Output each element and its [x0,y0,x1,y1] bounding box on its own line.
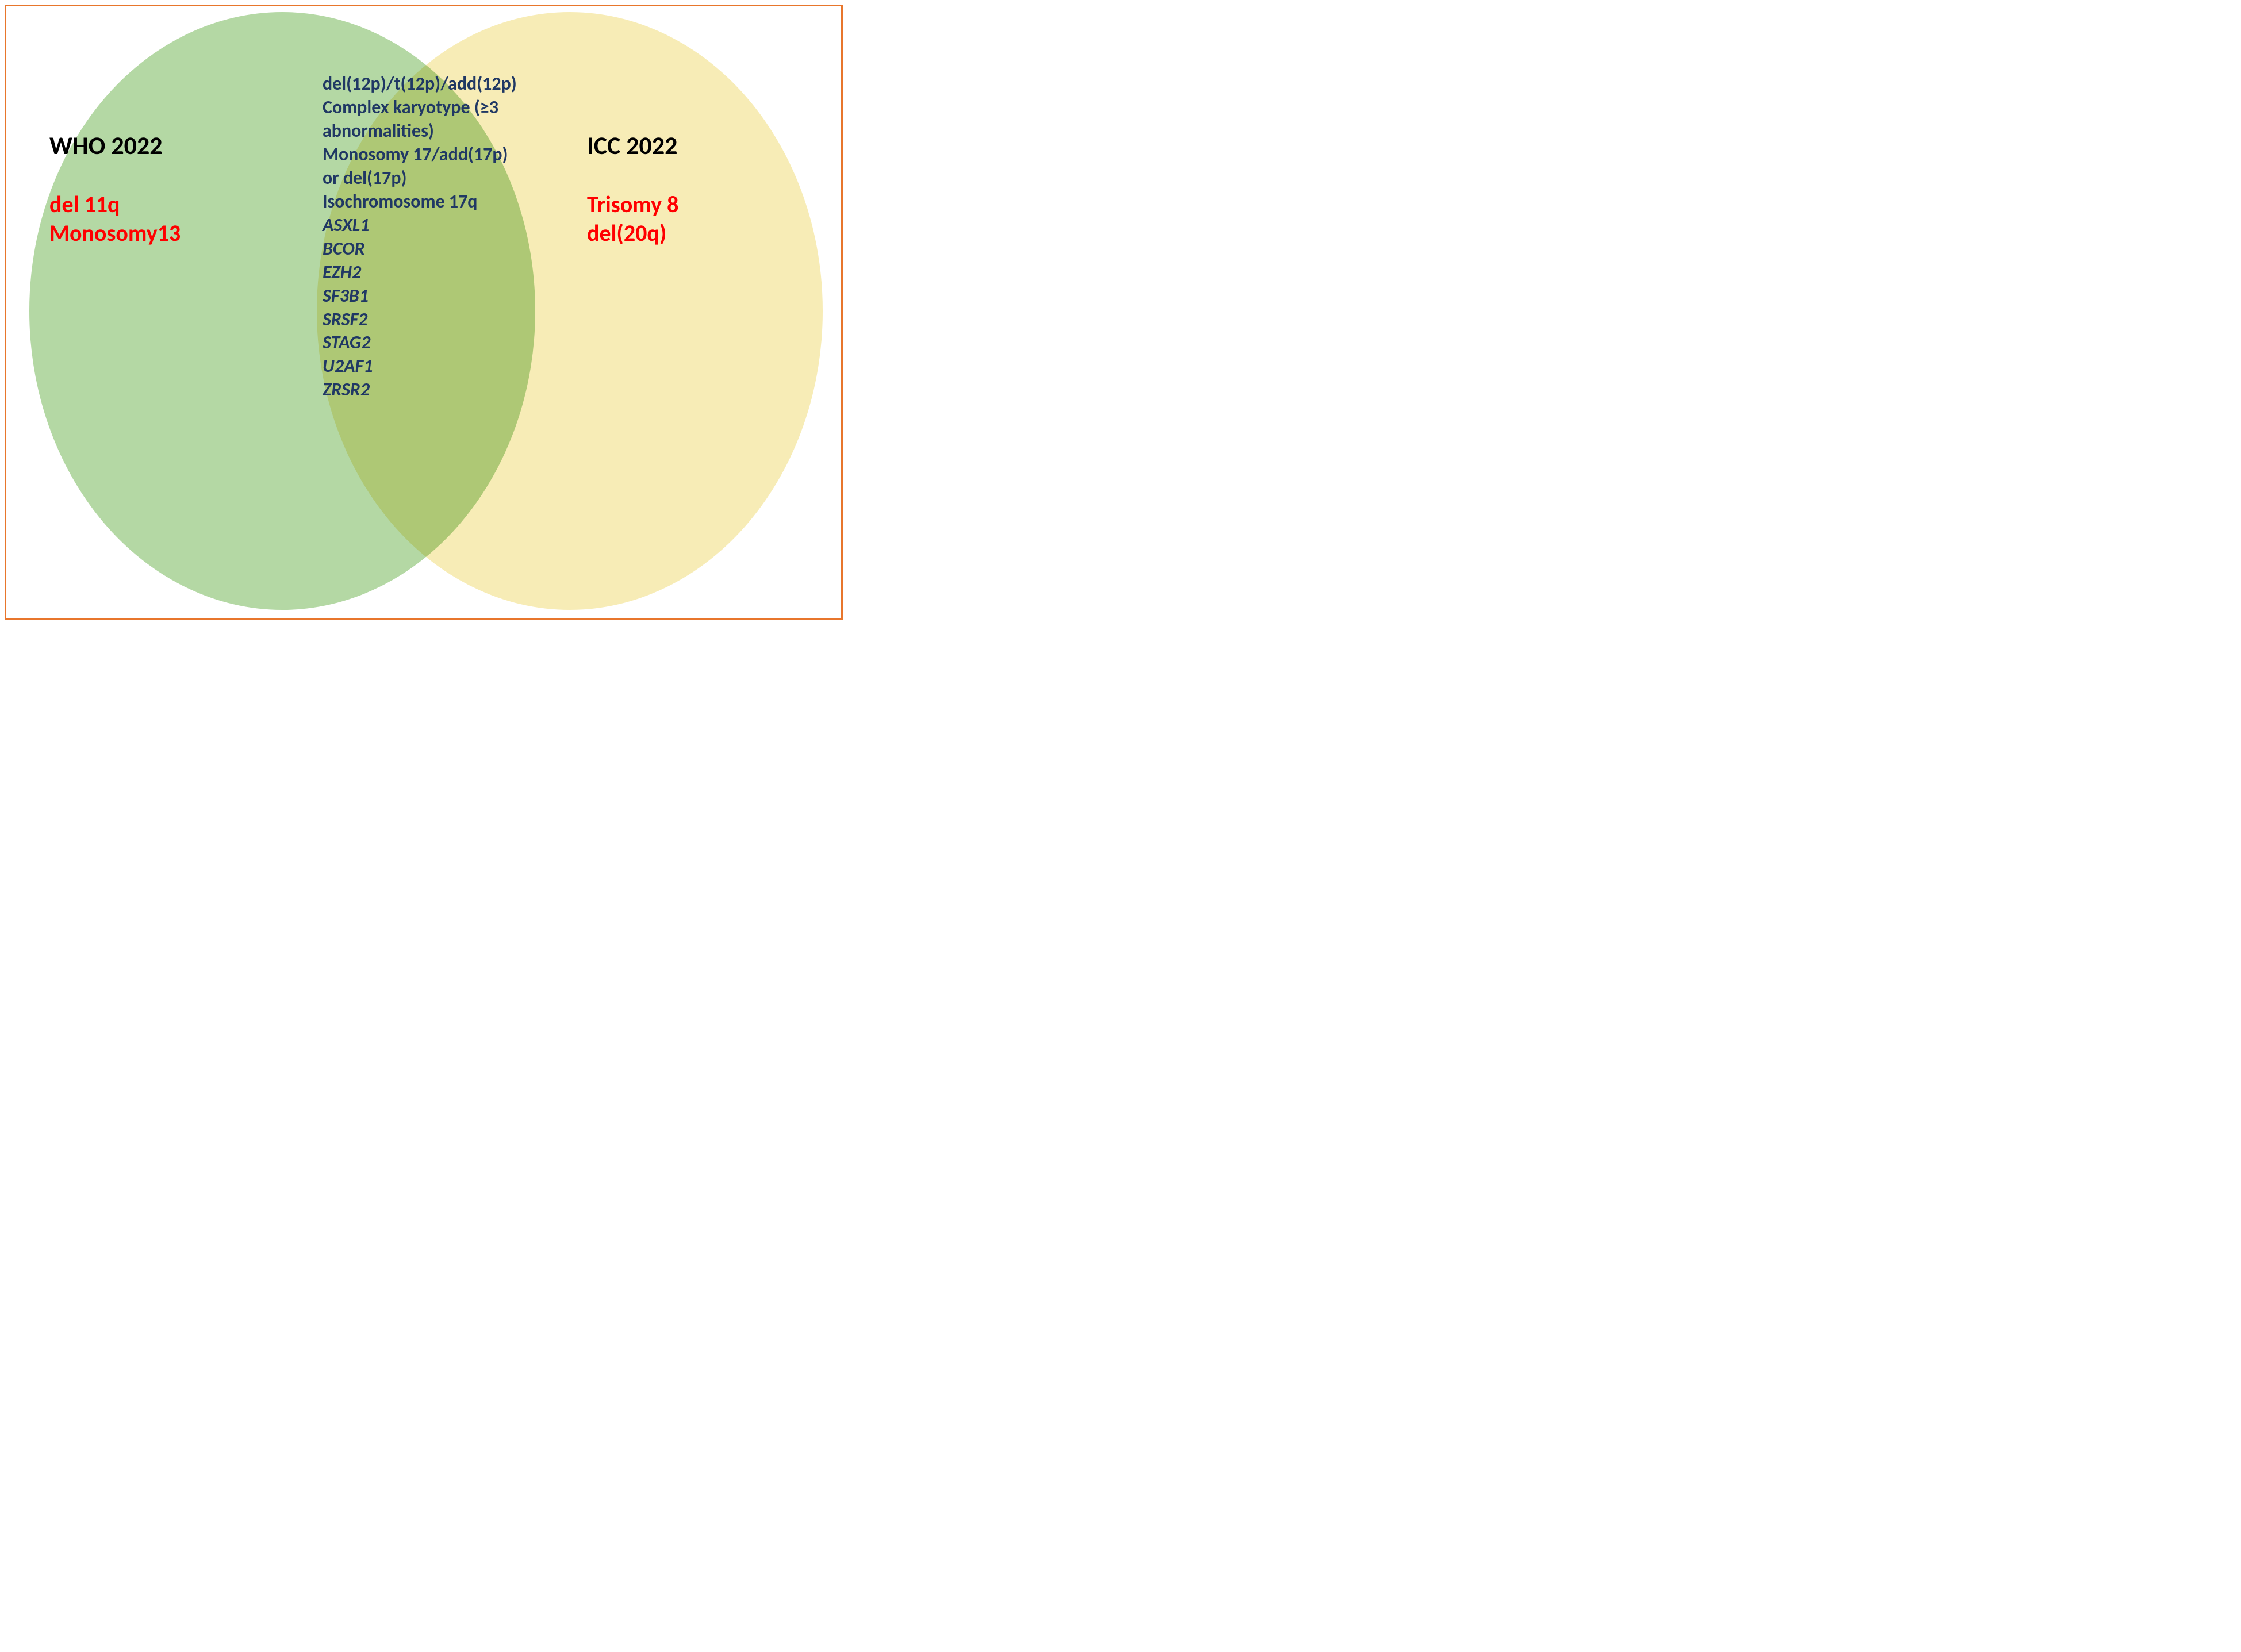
intersection-item: Complex karyotype (≥3 abnormalities) [323,96,512,143]
intersection-item-gene: ASXL1 [323,214,512,237]
intersection-item-gene: SF3B1 [323,285,512,308]
right-unique-list: Trisomy 8 del(20q) [587,190,678,248]
left-set-title: WHO 2022 [49,130,163,161]
intersection-list: del(12p)/t(12p)/add(12p) Complex karyoty… [323,72,512,402]
intersection-item-gene: STAG2 [323,331,512,355]
intersection-item-gene: EZH2 [323,261,512,285]
intersection-item: Isochromosome 17q [323,190,512,214]
intersection-item-gene: U2AF1 [323,355,512,378]
right-unique-item: del(20q) [587,219,678,248]
intersection-item: Monosomy 17/add(17p) or del(17p) [323,143,512,190]
right-set-title: ICC 2022 [587,130,677,161]
diagram-frame: WHO 2022 ICC 2022 del 11q Monosomy13 Tri… [5,5,843,620]
intersection-item: del(12p)/t(12p)/add(12p) [323,72,512,96]
left-unique-item: Monosomy13 [49,219,181,248]
intersection-item-gene: SRSF2 [323,308,512,332]
right-unique-item: Trisomy 8 [587,190,678,219]
venn-diagram: WHO 2022 ICC 2022 del 11q Monosomy13 Tri… [6,6,841,618]
left-unique-list: del 11q Monosomy13 [49,190,181,248]
intersection-item-gene: BCOR [323,237,512,261]
intersection-item-gene: ZRSR2 [323,378,512,402]
left-unique-item: del 11q [49,190,181,219]
